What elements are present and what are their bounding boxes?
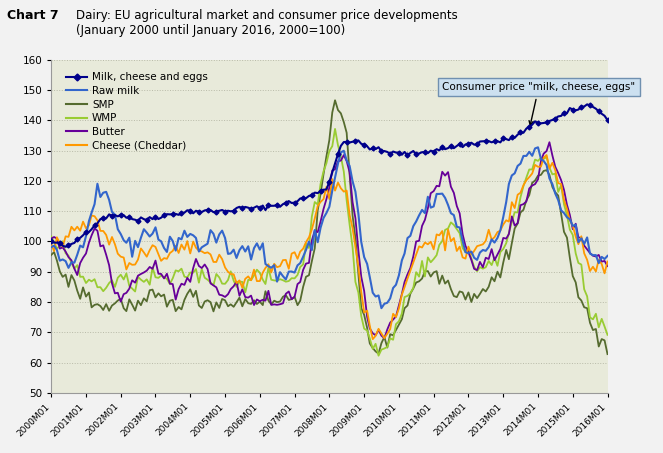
Line: SMP: SMP: [51, 100, 607, 354]
Text: Dairy: EU agricultural market and consumer price developments
(January 2000 unti: Dairy: EU agricultural market and consum…: [76, 9, 458, 37]
Line: WMP: WMP: [51, 129, 607, 356]
Line: Butter: Butter: [51, 142, 607, 338]
Legend: Milk, cheese and eggs, Raw milk, SMP, WMP, Butter, Cheese (Cheddar): Milk, cheese and eggs, Raw milk, SMP, WM…: [62, 68, 212, 155]
Line: Raw milk: Raw milk: [51, 147, 607, 308]
Text: Chart 7: Chart 7: [7, 9, 58, 22]
Text: Consumer price "milk, cheese, eggs": Consumer price "milk, cheese, eggs": [442, 82, 635, 125]
Line: Cheese (Cheddar): Cheese (Cheddar): [51, 155, 607, 339]
Line: Milk, cheese and eggs: Milk, cheese and eggs: [50, 103, 609, 249]
